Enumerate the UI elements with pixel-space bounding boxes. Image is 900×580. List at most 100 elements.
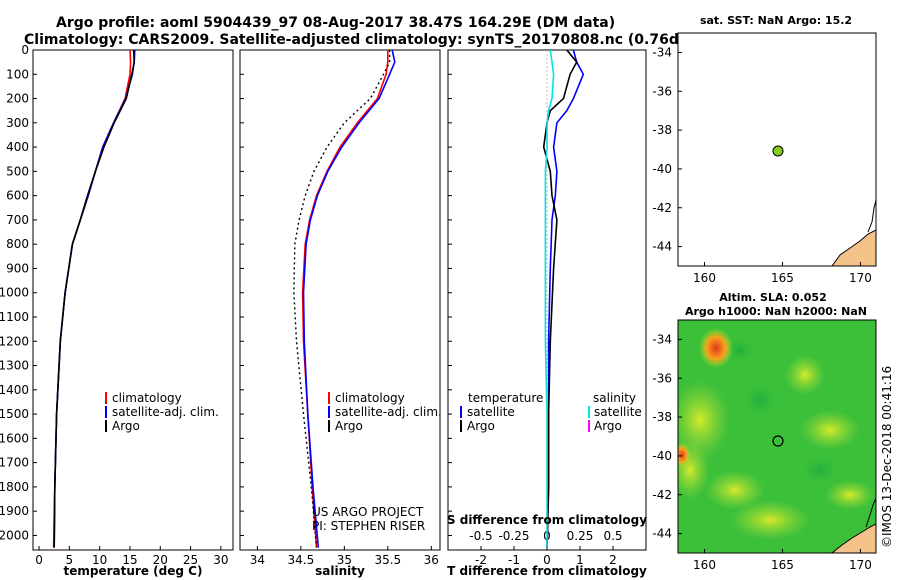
- depth-tick-label: 100: [6, 67, 29, 81]
- depth-tick-label: 1700: [0, 456, 29, 470]
- salinity-legend: climatology satellite-adj. clim. Argo: [328, 391, 442, 433]
- sst-map-title: sat. SST: NaN Argo: 15.2: [700, 14, 852, 27]
- legend-title-salinity: salinity: [593, 391, 636, 405]
- difference-xlabel: T difference from climatology: [447, 564, 647, 578]
- depth-tick-label: 1300: [0, 359, 29, 373]
- map-x-tick-label: 160: [693, 271, 716, 285]
- series-line-satellite-adj-clim-: [302, 50, 396, 548]
- depth-tick-label: 2000: [0, 528, 29, 542]
- series-line-s-satellite: [544, 50, 555, 548]
- legend-label-s-satellite: satellite: [594, 405, 642, 419]
- sla-map-frame: [677, 319, 877, 554]
- depth-tick-label: 500: [6, 164, 29, 178]
- depth-tick-label: 1100: [0, 310, 29, 324]
- depth-tick-label: 200: [6, 92, 29, 106]
- s-difference-label: S difference from climatology: [447, 513, 647, 527]
- legend-label-satellite: satellite-adj. clim.: [335, 405, 442, 419]
- x-tick-label: 1: [576, 553, 584, 567]
- sla-float-marker: [772, 435, 784, 447]
- series-line-t-argo: [542, 50, 578, 548]
- sla-yellow-patch: [825, 480, 875, 510]
- map-y-tick-label: -42: [652, 488, 672, 502]
- s-diff-tick-label: 0.25: [567, 529, 594, 543]
- depth-axis: 0 100 200 300 400 500 600 700 800 900 1000 1100 1200…: [0, 43, 452, 542]
- map-y-tick-label: -44: [652, 527, 672, 541]
- sla-yellow-patch: [730, 500, 810, 540]
- map-x-tick-label: 165: [771, 558, 794, 572]
- map-y-tick-label: -34: [652, 332, 672, 346]
- x-tick-label: 35.5: [374, 553, 401, 567]
- map-y-tick-label: -42: [652, 201, 672, 215]
- sla-yellow-patch: [678, 440, 710, 500]
- temperature-xlabel: temperature (deg C): [64, 564, 203, 578]
- x-tick-label: 20: [153, 553, 168, 567]
- sla-high-anomaly: [699, 328, 733, 368]
- s-diff-tick-label: 0.5: [603, 529, 622, 543]
- legend-label-climatology: climatology: [112, 391, 182, 405]
- map-y-tick-label: -36: [652, 84, 672, 98]
- legend-label-climatology: climatology: [335, 391, 405, 405]
- sla-map-land: [831, 523, 876, 553]
- sla-yellow-patch: [785, 355, 825, 395]
- depth-tick-label: 900: [6, 261, 29, 275]
- x-tick-label: 0: [543, 553, 551, 567]
- sla-map-field: [678, 320, 876, 553]
- difference-legend: temperature salinity satellite Argo sate…: [460, 391, 642, 433]
- x-tick-label: 34: [250, 553, 265, 567]
- s-diff-tick-label: -0.5: [469, 529, 492, 543]
- temperature-series: [52, 50, 136, 548]
- project-annotation: US ARGO PROJECT: [312, 505, 424, 519]
- s-diff-tick-label: -0.25: [498, 529, 529, 543]
- temperature-legend: climatology satellite-adj. clim. Argo: [105, 391, 219, 433]
- pi-annotation: PI: STEPHEN RISER: [312, 519, 425, 533]
- depth-tick-label: 1500: [0, 407, 29, 421]
- depth-tick-label: 1400: [0, 383, 29, 397]
- sla-green-patch: [738, 382, 782, 418]
- map-x-tick-label: 170: [849, 271, 872, 285]
- legend-label-argo: Argo: [112, 419, 140, 433]
- salinity-series: [293, 50, 396, 548]
- x-tick-label: 0: [35, 553, 43, 567]
- sst-float-marker: [772, 145, 784, 157]
- depth-tick-label: 1800: [0, 480, 29, 494]
- depth-tick-label: 600: [6, 189, 29, 203]
- sst-map-coastline: [867, 199, 877, 233]
- x-tick-label: 10: [92, 553, 107, 567]
- map-y-tick-label: -36: [652, 371, 672, 385]
- depth-tick-label: 0: [21, 43, 29, 57]
- map-y-tick-label: -38: [652, 410, 672, 424]
- x-tick-label: 34.5: [288, 553, 315, 567]
- legend-label-t-argo: Argo: [467, 419, 495, 433]
- depth-tick-label: 700: [6, 213, 29, 227]
- sla-map-title-line2: Argo h1000: NaN h2000: NaN: [685, 305, 867, 318]
- map-y-tick-label: -40: [652, 162, 672, 176]
- series-line-argo: [53, 50, 136, 548]
- sla-green-patch: [800, 454, 840, 486]
- difference-series: [542, 50, 585, 550]
- depth-tick-label: 400: [6, 140, 29, 154]
- map-x-tick-label: 170: [849, 558, 872, 572]
- figure-title-line1: Argo profile: aoml 5904439_97 08-Aug-201…: [56, 15, 615, 31]
- depth-tick-label: 300: [6, 116, 29, 130]
- sla-yellow-patch: [678, 380, 730, 460]
- depth-tick-label: 1000: [0, 286, 29, 300]
- sla-yellow-patch: [800, 410, 860, 450]
- x-tick-label: 30: [213, 553, 228, 567]
- depth-tick-label: 1200: [0, 334, 29, 348]
- x-tick-label: 5: [66, 553, 74, 567]
- x-tick-label: 15: [122, 553, 137, 567]
- sla-map-coastline: [865, 497, 876, 528]
- map-x-tick-label: 165: [771, 271, 794, 285]
- x-tick-label: -2: [475, 553, 487, 567]
- sla-map-axes: 160 165 170 -34 -36 -38 -40 -42 -44: [652, 332, 871, 572]
- depth-tick-label: 1600: [0, 431, 29, 445]
- map-y-tick-label: -34: [652, 45, 672, 59]
- x-tick-label: 35: [337, 553, 352, 567]
- map-y-tick-label: -40: [652, 449, 672, 463]
- depth-tick-label: 800: [6, 237, 29, 251]
- depth-tick-label: 1900: [0, 504, 29, 518]
- panel-x-axes: 0 5 10 15 20 25 30 34 34.5 35 35.5 36 -2 -1 0 1 2 -0.5 -0.…: [35, 529, 622, 567]
- x-tick-label: 36: [424, 553, 439, 567]
- x-tick-label: -1: [508, 553, 520, 567]
- sla-high-anomaly: [678, 443, 690, 467]
